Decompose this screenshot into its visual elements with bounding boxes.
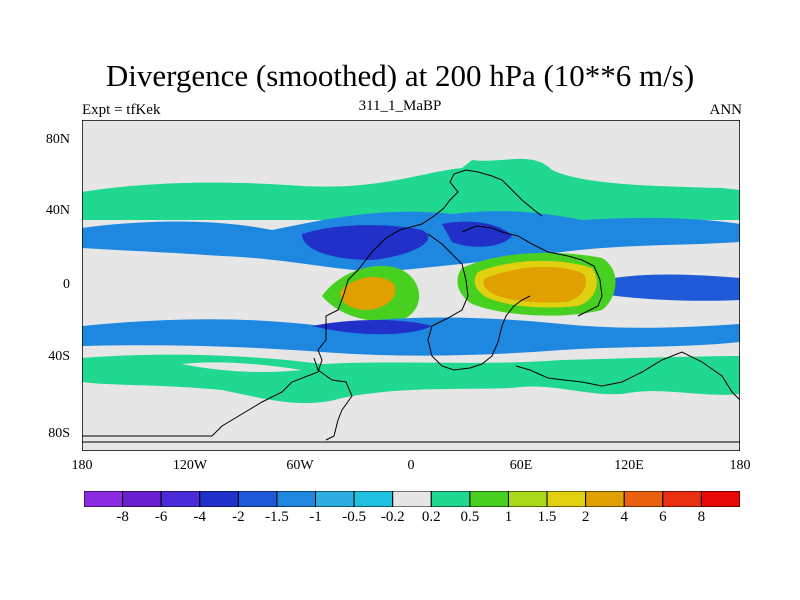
south-blue-belt [82,317,740,356]
lat-label-40n: 40N [45,203,70,218]
legend-swatch [392,491,432,507]
lon-label-120w: 120W [172,458,208,473]
legend-label: -1 [309,509,322,525]
map-panel [82,120,740,451]
asia-deep-blue [442,221,512,247]
legend-label: 1 [504,509,513,525]
south-deep-blue [312,320,432,335]
legend-label: 0.5 [460,509,480,525]
legend-label: -6 [154,509,168,525]
lat-label-40s: 40S [48,349,70,364]
south-america-coastline [313,357,353,441]
legend-swatch [546,491,587,507]
coastlines [82,169,740,443]
legend-swatch [623,491,664,507]
lon-label-180e: 180 [729,458,751,473]
legend-label: -8 [116,509,129,525]
legend-swatch [160,491,201,507]
legend-swatch [315,491,355,507]
legend-label: 2 [581,509,590,525]
legend-label: 0.2 [421,509,441,525]
asia-coastline [461,225,603,317]
americas-coastline [82,169,543,437]
legend-label: 8 [697,509,706,525]
lon-label-180w: 180 [71,458,93,473]
north-deep-blue [302,225,429,260]
africa-coastline [427,233,531,371]
atlantic-positive-orange [340,277,396,310]
experiment-label: Expt = tfKek [82,102,161,118]
legend-swatch [199,491,239,507]
legend-label: -0.2 [380,509,405,525]
legend-swatch [276,491,317,507]
legend-label: -4 [193,509,207,525]
legend-swatch [700,491,740,507]
legend-swatch [122,491,162,507]
legend-swatch [662,491,702,507]
indian-positive-orange [483,266,586,303]
lon-label-0: 0 [407,458,415,473]
legend-label: -0.5 [342,509,366,525]
legend-swatch [469,491,509,507]
legend-label: -1.5 [265,509,289,525]
north-gap [122,264,302,278]
chart-title: Divergence (smoothed) at 200 hPa (10**6 … [105,58,695,93]
divergence-field [82,158,740,404]
equatorial-blue [602,274,740,301]
legend-swatch [237,491,278,507]
legend-label: 6 [659,509,667,525]
legend-colorbar [84,491,740,507]
australia-coastline [515,351,740,401]
season-label: ANN [709,102,743,118]
lon-label-120e: 120E [614,458,644,473]
legend-swatch [84,491,124,507]
lat-label-80s: 80S [48,426,70,441]
lon-label-60w: 60W [286,458,314,473]
lat-label-0: 0 [63,277,70,292]
legend-swatch [507,491,548,507]
north-green-band [82,158,740,220]
legend-label: -2 [232,509,245,525]
lon-label-60e: 60E [509,458,533,473]
map-svg [82,120,740,451]
legend-label: 1.5 [537,509,557,525]
south-gap [182,362,302,372]
legend-label: 4 [620,509,628,525]
case-label: 311_1_MaBP [358,98,442,114]
legend-swatch [353,491,394,507]
legend-swatch [585,491,625,507]
lat-label-80n: 80N [45,132,70,147]
legend-swatch [430,491,471,507]
